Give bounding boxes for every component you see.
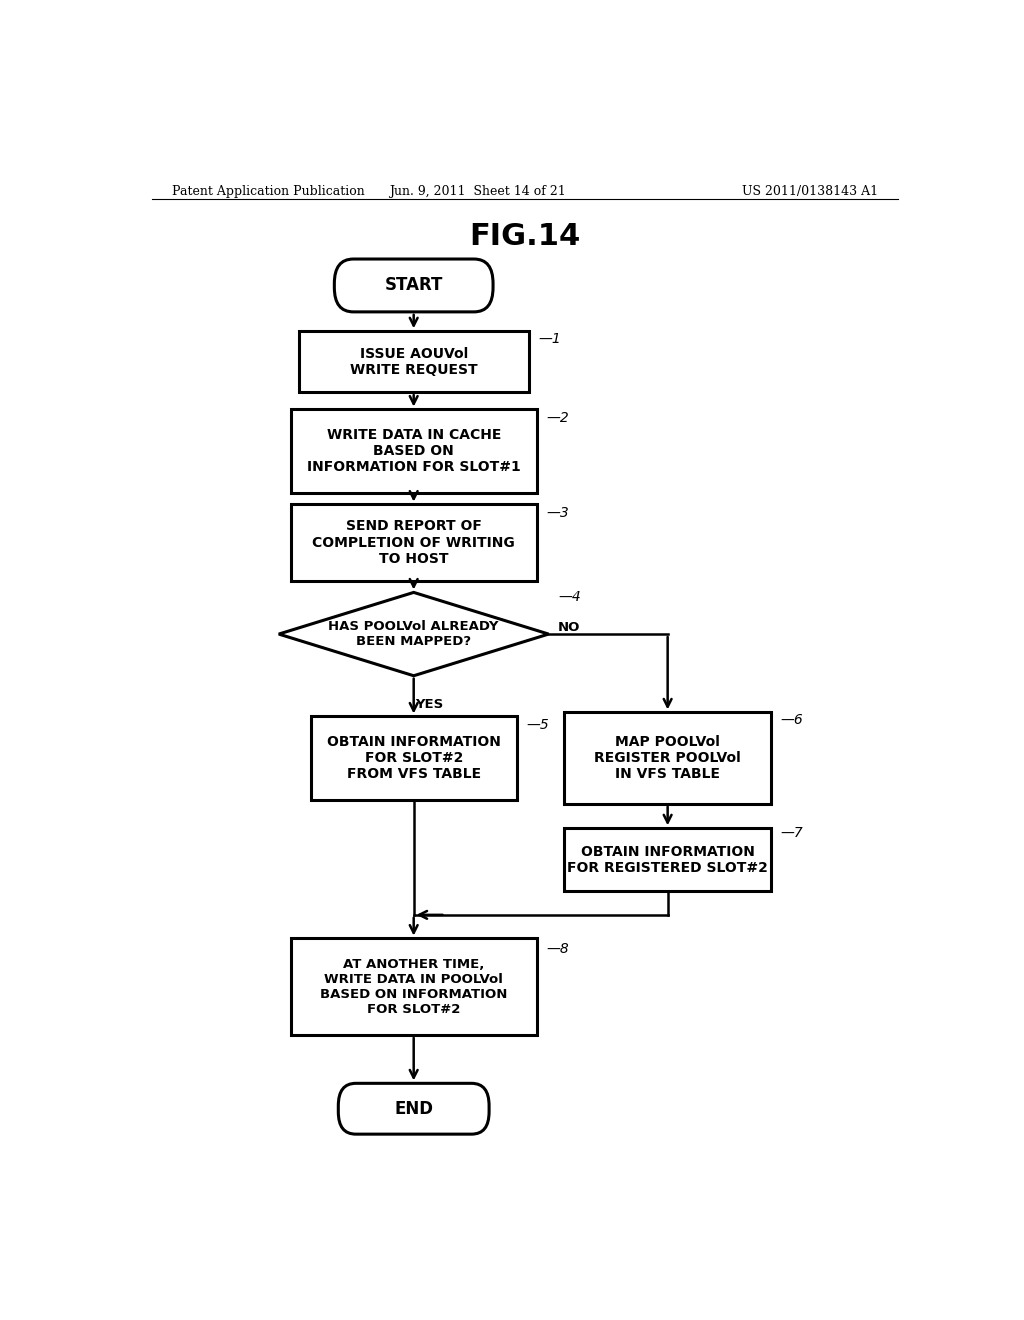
- Text: WRITE DATA IN CACHE
BASED ON
INFORMATION FOR SLOT#1: WRITE DATA IN CACHE BASED ON INFORMATION…: [307, 428, 520, 474]
- Text: Patent Application Publication: Patent Application Publication: [172, 185, 365, 198]
- Bar: [564, 713, 771, 804]
- Text: MAP POOLVol
REGISTER POOLVol
IN VFS TABLE: MAP POOLVol REGISTER POOLVol IN VFS TABL…: [594, 735, 741, 781]
- Text: AT ANOTHER TIME,
WRITE DATA IN POOLVol
BASED ON INFORMATION
FOR SLOT#2: AT ANOTHER TIME, WRITE DATA IN POOLVol B…: [321, 958, 507, 1016]
- Text: END: END: [394, 1100, 433, 1118]
- Text: —6: —6: [780, 714, 803, 727]
- Bar: [291, 939, 537, 1035]
- Text: US 2011/0138143 A1: US 2011/0138143 A1: [742, 185, 879, 198]
- Text: NO: NO: [558, 622, 581, 635]
- Text: FIG.14: FIG.14: [469, 222, 581, 251]
- Text: —5: —5: [526, 718, 549, 731]
- Bar: [310, 717, 517, 800]
- Text: —2: —2: [546, 411, 569, 425]
- Text: Jun. 9, 2011  Sheet 14 of 21: Jun. 9, 2011 Sheet 14 of 21: [389, 185, 565, 198]
- Text: START: START: [384, 276, 443, 294]
- Bar: [564, 828, 771, 891]
- FancyBboxPatch shape: [338, 1084, 489, 1134]
- Bar: [291, 504, 537, 581]
- Text: YES: YES: [416, 698, 443, 711]
- Bar: [291, 409, 537, 492]
- Bar: [299, 331, 528, 392]
- Text: —1: —1: [539, 333, 561, 346]
- Polygon shape: [279, 593, 549, 676]
- Text: ISSUE AOUVol
WRITE REQUEST: ISSUE AOUVol WRITE REQUEST: [350, 347, 477, 376]
- Text: HAS POOLVol ALREADY
BEEN MAPPED?: HAS POOLVol ALREADY BEEN MAPPED?: [329, 620, 499, 648]
- Text: SEND REPORT OF
COMPLETION OF WRITING
TO HOST: SEND REPORT OF COMPLETION OF WRITING TO …: [312, 519, 515, 566]
- FancyBboxPatch shape: [334, 259, 494, 312]
- Text: OBTAIN INFORMATION
FOR SLOT#2
FROM VFS TABLE: OBTAIN INFORMATION FOR SLOT#2 FROM VFS T…: [327, 735, 501, 781]
- Text: —7: —7: [780, 826, 803, 841]
- Text: —4: —4: [558, 590, 581, 605]
- Text: OBTAIN INFORMATION
FOR REGISTERED SLOT#2: OBTAIN INFORMATION FOR REGISTERED SLOT#2: [567, 845, 768, 875]
- Text: —8: —8: [546, 941, 569, 956]
- Text: —3: —3: [546, 506, 569, 520]
